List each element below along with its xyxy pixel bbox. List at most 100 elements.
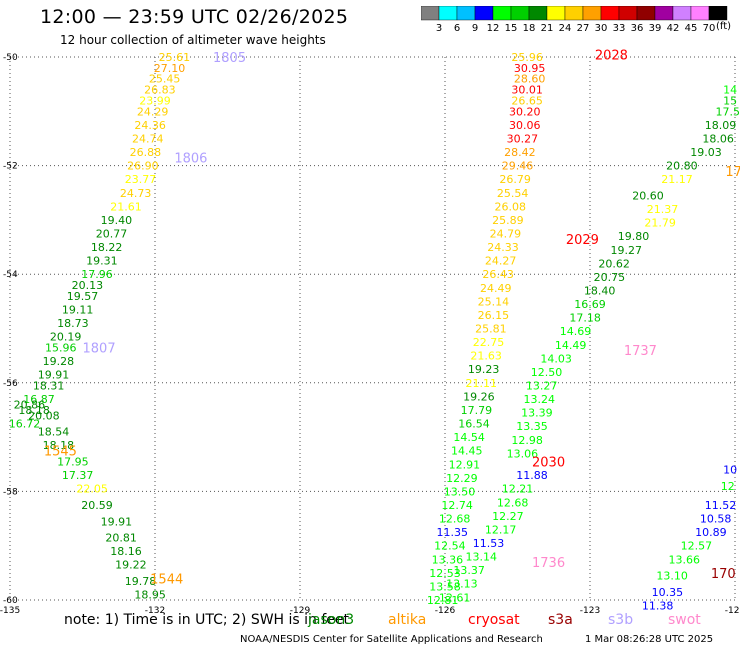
wave-height-value: 30.20 [509,105,541,118]
colorbar-label: 33 [613,23,626,34]
colorbar-label: 3 [436,23,442,34]
y-tick-label: -50 [3,53,18,63]
x-tick-label: -126 [435,606,456,616]
y-tick-label: -58 [3,487,18,497]
colorbar-label: 9 [472,23,478,34]
wave-height-value: 19.27 [611,244,643,257]
x-tick-label: -135 [0,606,20,616]
legend-satellite-swot: swot [668,612,701,628]
wave-height-value: 19.78 [125,575,157,588]
wave-height-value: 11.35 [437,526,469,539]
wave-height-value: 19.11 [62,303,94,316]
wave-height-value: 30.06 [509,119,541,132]
wave-height-value: 13.58 [429,580,461,593]
pass-time-label: 170 [711,567,736,582]
wave-height-value: 13.37 [453,564,485,577]
wave-height-value: 19.23 [468,363,500,376]
wave-height-value: 10.35 [652,586,684,599]
wave-height-value: 12.61 [439,591,471,604]
wave-height-value: 20.19 [50,331,82,344]
legend-satellite-altika: altika [388,612,427,628]
wave-height-value: 11.53 [473,537,505,550]
wave-height-value: 12.27 [492,510,524,523]
wave-height-value: 30.27 [507,132,539,145]
wave-height-value: 14.54 [453,431,485,444]
colorbar-label: 36 [631,23,644,34]
pass-time-label: 1544 [150,572,183,587]
wave-height-value: 25.61 [159,51,191,64]
wave-height-value: 16.69 [574,298,606,311]
wave-height-value: 20.62 [598,257,630,270]
wave-height-value: 17.37 [62,469,94,482]
x-tick-label: -120 [725,606,740,616]
wave-height-value: 21.61 [110,200,142,213]
wave-height-value: 17.79 [461,404,493,417]
wave-height-value: 16.87 [23,393,55,406]
wave-height-value: 25.81 [475,323,507,336]
wave-height-value: 19.91 [38,369,70,382]
colorbar-label: 30 [595,23,608,34]
wave-height-value: 24.49 [480,282,512,295]
legend-satellite-jason3: jason3 [308,612,355,628]
wave-height-value: 20.08 [28,409,60,422]
colorbar-label: 42 [667,23,680,34]
wave-height-value: 18.40 [584,284,616,297]
wave-height-value: 20.13 [72,279,104,292]
wave-height-value: 16.54 [458,418,490,431]
wave-height-value: 26.65 [511,94,543,107]
wave-height-value: 25.89 [492,214,524,227]
colorbar-label: 39 [649,23,662,34]
wave-height-value: 13.13 [446,578,478,591]
wave-height-value: 19.22 [115,559,147,572]
wave-height-value: 11.88 [516,469,548,482]
legend-satellite-s3b: s3b [608,612,634,628]
wave-height-value: 12.91 [449,458,481,471]
pass-time-label: 1545 [44,445,77,460]
colorbar-label: 21 [541,23,554,34]
wave-height-value: 24.27 [485,255,517,268]
wave-height-value: 24.33 [487,241,519,254]
colorbar-label: 70 [703,23,716,34]
colorbar-label: 18 [523,23,536,34]
pass-time-label: 2030 [532,456,565,471]
wave-height-value: 26.79 [499,173,531,186]
pass-time-label: 1737 [624,344,657,359]
wave-height-value: 18.16 [110,545,142,558]
wave-height-value: 21.63 [470,350,502,363]
wave-height-value: 20.59 [81,499,113,512]
wave-height-value: 28.42 [504,146,536,159]
pass-time-label: 1736 [532,556,565,571]
colorbar-unit: (ft) [716,21,732,32]
wave-height-value: 13.66 [669,553,701,566]
wave-height-value: 26.08 [495,200,527,213]
wave-height-value: 20.60 [632,189,664,202]
chart-title: 12:00 — 23:59 UTC 02/26/2025 [40,6,349,28]
wave-height-value: 12.29 [446,472,478,485]
wave-height-value: 19.03 [690,146,722,159]
colorbar-label: 12 [487,23,500,34]
pass-time-label: 1807 [83,342,116,357]
wave-height-value: 20.77 [96,227,128,240]
y-tick-label: -52 [3,162,18,172]
wave-height-value: 19.91 [101,515,133,528]
wave-height-value: 12.98 [511,434,543,447]
wave-height-value: 20.80 [666,160,698,173]
colorbar-label: 27 [577,23,590,34]
wave-height-value: 14.45 [451,445,483,458]
wave-height-value: 12 [721,480,735,493]
wave-height-value: 18.22 [91,241,123,254]
wave-height-value: 20.75 [594,271,626,284]
wave-height-value: 24.29 [137,105,169,118]
wave-height-value: 12.81 [427,594,459,607]
wave-height-value: 25.45 [149,73,181,86]
wave-height-value: 12.74 [441,499,473,512]
y-tick-label: -56 [3,379,18,389]
wave-height-value: 21.17 [661,173,693,186]
x-tick-label: -129 [290,606,311,616]
wave-height-value: 19.31 [86,255,118,268]
wave-height-value: 15.96 [45,342,77,355]
wave-height-value: 13.27 [526,380,558,393]
legend-note: note: 1) Time is in UTC; 2) SWH is in fe… [64,612,350,628]
legend-satellite-cryosat: cryosat [468,612,520,628]
